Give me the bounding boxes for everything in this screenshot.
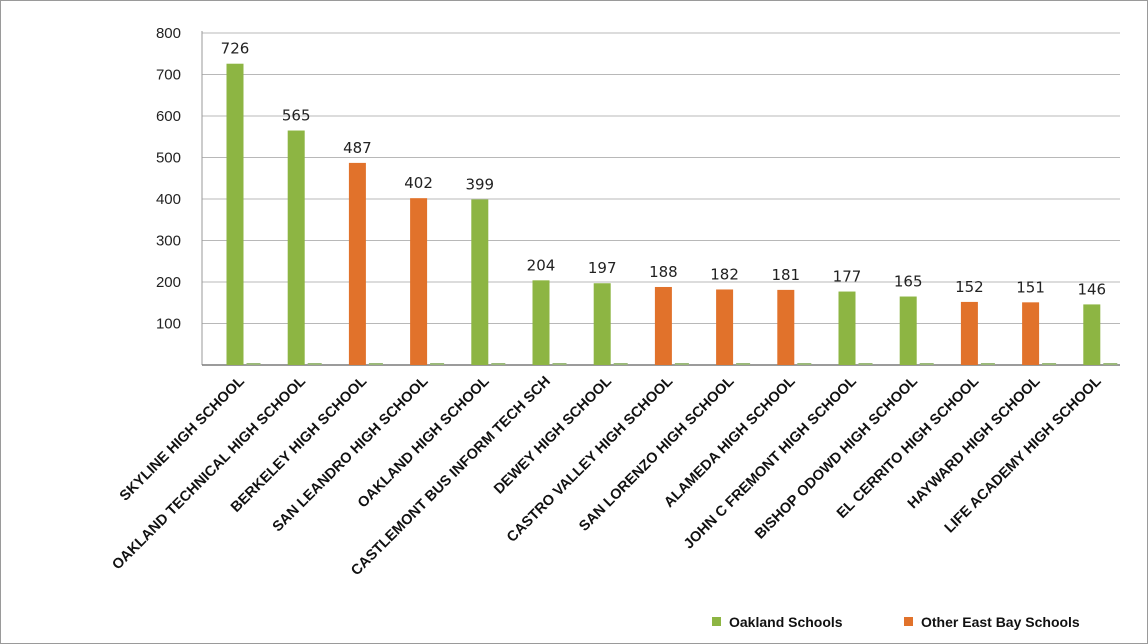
bar — [654, 286, 672, 365]
data-label: 146 — [1077, 280, 1106, 298]
data-label: 151 — [1016, 278, 1045, 296]
bar-baseline-marker — [552, 363, 567, 365]
bar — [348, 162, 366, 365]
y-tick-label: 100 — [156, 316, 181, 333]
bar — [716, 289, 734, 365]
data-label: 197 — [588, 259, 617, 277]
bar — [226, 63, 244, 366]
y-tick-label: 200 — [156, 274, 181, 291]
y-tick-label: 400 — [156, 191, 181, 208]
bar-baseline-marker — [980, 363, 995, 365]
bar-baseline-marker — [430, 363, 445, 365]
x-tick-label: SKYLINE HIGH SCHOOL — [117, 373, 248, 504]
data-label: 399 — [465, 175, 494, 193]
legend-swatch — [712, 617, 721, 626]
bar — [471, 199, 489, 365]
bar-baseline-marker — [919, 363, 934, 365]
bar-baseline-marker — [613, 363, 628, 365]
bar — [960, 301, 978, 365]
data-label: 402 — [404, 174, 433, 192]
data-label: 204 — [527, 256, 556, 274]
y-tick-label: 700 — [156, 67, 181, 84]
bar — [287, 130, 305, 365]
data-label: 177 — [833, 268, 862, 286]
bar-baseline-marker — [736, 363, 751, 365]
bar — [777, 289, 795, 365]
data-label: 565 — [282, 107, 311, 125]
bar — [532, 280, 550, 365]
data-label: 152 — [955, 278, 984, 296]
bar — [899, 296, 917, 365]
bar-baseline-marker — [1103, 363, 1118, 365]
y-tick-label: 800 — [156, 25, 181, 42]
y-tick-label: 300 — [156, 233, 181, 250]
x-tick-label: ALAMEDA HIGH SCHOOL — [661, 373, 798, 510]
bar-baseline-marker — [797, 363, 812, 365]
bar-baseline-marker — [674, 363, 689, 365]
legend-label: Oakland Schools — [729, 614, 843, 630]
data-label: 182 — [710, 265, 739, 283]
x-tick-label: DEWEY HIGH SCHOOL — [491, 373, 615, 497]
bar-baseline-marker — [1042, 363, 1057, 365]
bar-baseline-marker — [307, 363, 322, 365]
bar-baseline-marker — [368, 363, 383, 365]
bar-baseline-marker — [491, 363, 506, 365]
data-label: 188 — [649, 263, 678, 281]
data-label: 487 — [343, 139, 372, 157]
y-tick-label: 600 — [156, 108, 181, 125]
data-label: 181 — [771, 266, 800, 284]
bar-baseline-marker — [858, 363, 873, 365]
bar — [410, 198, 428, 365]
bar — [593, 283, 611, 365]
bar — [838, 291, 856, 365]
data-label: 165 — [894, 273, 923, 291]
bar — [1083, 304, 1101, 365]
legend-swatch — [904, 617, 913, 626]
data-label: 726 — [221, 40, 250, 58]
y-tick-label: 500 — [156, 150, 181, 167]
legend-label: Other East Bay Schools — [921, 614, 1080, 630]
x-tick-label: OAKLAND HIGH SCHOOL — [355, 373, 493, 511]
bar — [1022, 302, 1040, 365]
bar-baseline-marker — [246, 363, 261, 365]
